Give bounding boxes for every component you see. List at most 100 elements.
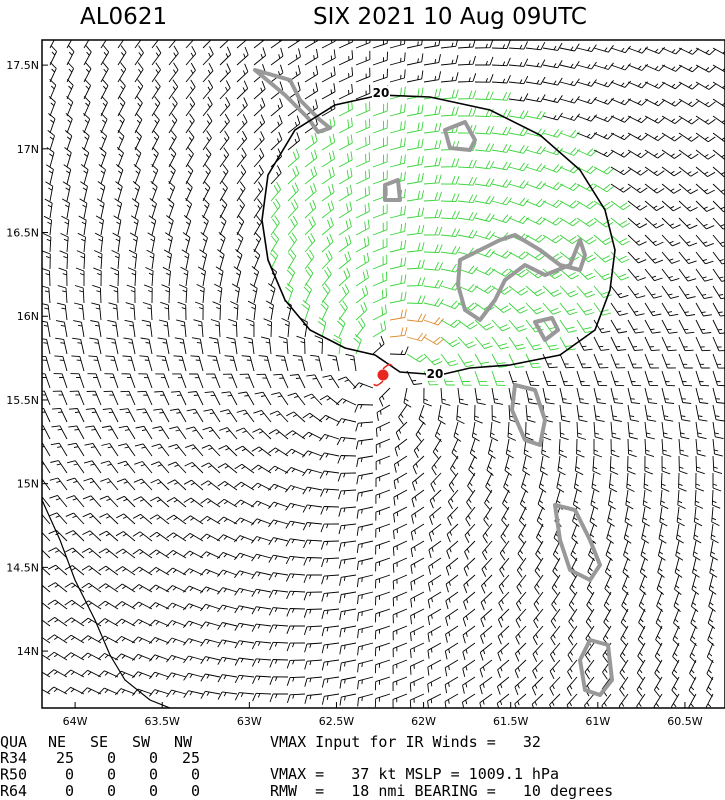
wind-barb (573, 472, 582, 493)
wind-barb (355, 219, 370, 236)
wind-barb (593, 183, 614, 193)
wind-barb (411, 472, 425, 491)
wind-barb (319, 470, 340, 479)
wind-barb (550, 608, 561, 629)
wind-barb (321, 40, 336, 49)
wind-barb (707, 608, 716, 629)
wind-barb (571, 523, 579, 545)
wind-barb (338, 284, 350, 304)
wind-barb (74, 285, 85, 304)
wind-barb (131, 636, 153, 644)
wind-barb (338, 83, 353, 100)
wind-barb (304, 82, 319, 100)
wind-barb (671, 693, 680, 708)
wind-barb (355, 285, 369, 304)
contour-label-bg (426, 367, 444, 381)
wind-barb (695, 47, 717, 56)
wind-barb (678, 234, 698, 247)
wind-barb (183, 620, 204, 628)
wind-barb (398, 404, 408, 425)
wind-barb (610, 370, 625, 387)
wind-barb (286, 265, 296, 287)
wind-barb (167, 198, 175, 219)
wind-barb (46, 164, 54, 185)
wind-barb (122, 355, 136, 372)
wind-barb (253, 409, 272, 423)
contour-label-bg (372, 86, 390, 100)
wind-barb (338, 300, 348, 321)
wind-barb (355, 236, 370, 253)
wind-barb (389, 205, 406, 219)
wind-barb (559, 61, 580, 69)
wind-barb (66, 460, 85, 474)
wind-barb (48, 512, 68, 525)
wind-barb (173, 355, 187, 372)
wind-barb (285, 502, 306, 511)
wind-barb (220, 409, 238, 423)
wind-barb (549, 659, 561, 680)
wind-barb (219, 46, 232, 66)
wind-barb (411, 506, 425, 524)
wind-barb (372, 136, 388, 151)
wind-barb (644, 421, 656, 440)
wind-barb (712, 387, 725, 404)
x-tick-label: 62.5W (319, 715, 354, 728)
wind-barb (219, 130, 230, 151)
wind-barb (357, 625, 374, 639)
wind-barb (525, 421, 534, 441)
wind-barb (410, 608, 425, 625)
wind-barb (339, 574, 357, 586)
wind-barb (712, 455, 723, 475)
wind-barb (98, 583, 119, 593)
wind-barb (202, 426, 221, 440)
wind-barb (601, 693, 612, 708)
wind-barb (42, 320, 51, 338)
wind-barb (81, 565, 102, 576)
wind-barb (355, 269, 369, 287)
wind-barb (132, 531, 153, 542)
wind-barb (406, 40, 423, 49)
wind-barb (448, 472, 459, 493)
wind-barb (202, 40, 212, 49)
wind-barb (486, 455, 494, 476)
wind-barb (661, 166, 682, 177)
wind-barb (636, 659, 646, 680)
wind-barb (199, 551, 221, 559)
wind-barb (389, 103, 406, 117)
wind-barb (314, 335, 324, 355)
wind-barb (678, 200, 698, 212)
wind-barb (42, 602, 51, 610)
wind-barb (695, 234, 714, 247)
wind-barb (286, 642, 306, 652)
wind-barb (218, 231, 226, 253)
wind-barb (496, 676, 510, 695)
wind-barb (337, 316, 346, 338)
wind-barb (491, 370, 506, 386)
wind-barb (541, 438, 550, 459)
wind-barb (372, 102, 388, 117)
wind-barb (576, 285, 596, 298)
wind-barb (202, 113, 213, 134)
wind-barb (423, 317, 445, 326)
wind-barb (406, 53, 424, 66)
wind-barb (321, 217, 334, 236)
wind-barb (286, 625, 306, 634)
wind-barb (409, 676, 425, 692)
wind-barb (394, 438, 408, 457)
wind-barb (149, 531, 170, 542)
wind-barb (124, 319, 136, 338)
wind-barb (42, 549, 51, 559)
wind-barb (304, 676, 323, 687)
wind-barb (695, 200, 715, 212)
wind-barb (268, 607, 289, 616)
wind-barb (116, 495, 136, 508)
wind-barb (440, 54, 459, 66)
wind-barb (661, 115, 682, 124)
wind-barb (42, 303, 51, 321)
wind-barb (166, 532, 187, 542)
wind-barb (166, 215, 174, 236)
wind-barb (185, 40, 194, 49)
wind-barb (525, 76, 546, 85)
wind-barb (82, 495, 102, 508)
wind-barb (42, 531, 51, 542)
